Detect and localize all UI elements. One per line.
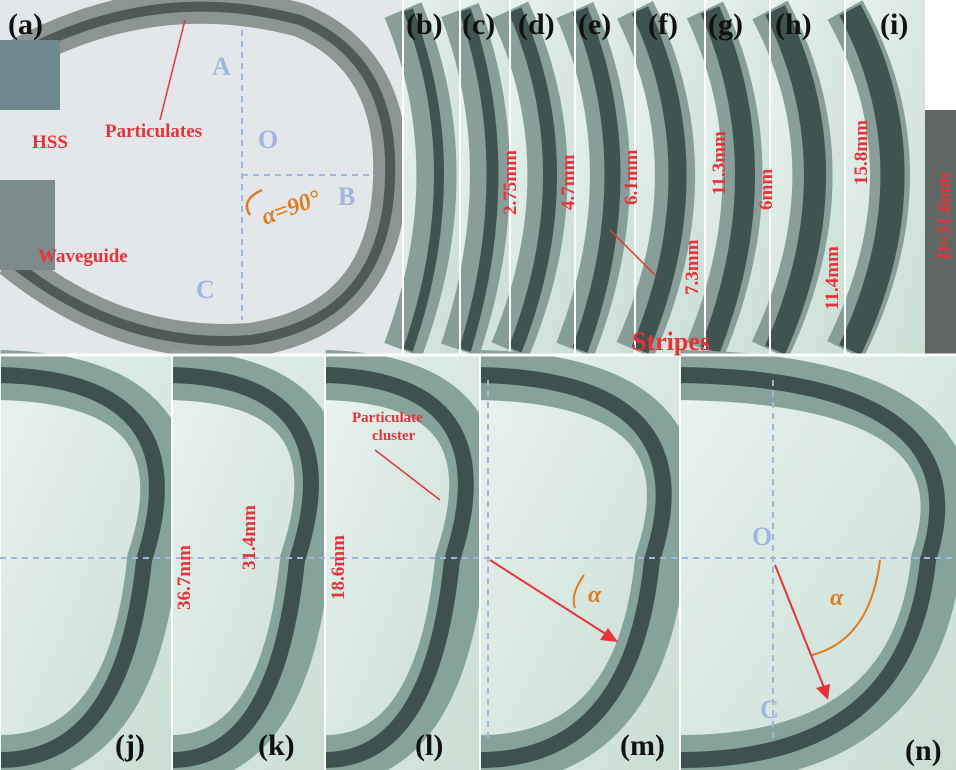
point-label: C [196,275,215,304]
panel-label: (j) [115,729,145,762]
annotation: Stripes [632,327,710,356]
panel-label: (c) [462,8,495,41]
angle-label: α [588,582,602,608]
annotation: cluster [372,428,416,444]
measure: 18.6mm [328,535,349,600]
point-label: C [760,695,779,724]
point-label: O [752,522,772,551]
panel-label: (a) [8,8,43,41]
panel-label: (m) [620,729,665,762]
panel-label: (d) [518,8,555,41]
panel-label: (e) [578,8,611,41]
measure: 4.7mm [558,154,579,210]
point-label: A [212,52,231,81]
angle-label: α [830,585,844,611]
hss [0,40,60,110]
measure: D=31.6mm [934,173,955,261]
panel-label: (h) [775,8,812,41]
measure: 11.3mm [709,131,730,195]
point-label: O [258,125,278,154]
measure: 36.7mm [174,545,195,610]
annotation: HSS [32,132,68,153]
measure: 6mm [756,169,777,210]
point-label: B [338,182,355,211]
panel-label: (f) [648,8,678,41]
panel-label: (k) [258,729,295,762]
annotation: Particulate [352,410,423,426]
measure: 2.75mm [500,150,521,215]
measure: 11.4mm [822,246,843,310]
annotation: Waveguide [38,246,128,267]
panel-label: (i) [880,8,908,41]
measure: 6.1mm [621,149,642,205]
annotation: Particulates [105,121,202,142]
measure: 31.4mm [239,505,260,570]
panel-label: (b) [406,8,443,41]
measure: 15.8mm [851,120,872,185]
panel-label: (n) [905,734,942,767]
panel-label: (g) [708,8,743,41]
figure: (a) A O B C Particulates HSS Waveguide α… [0,0,956,770]
panel-label: (l) [415,729,443,762]
measure: 7.3mm [682,239,703,295]
